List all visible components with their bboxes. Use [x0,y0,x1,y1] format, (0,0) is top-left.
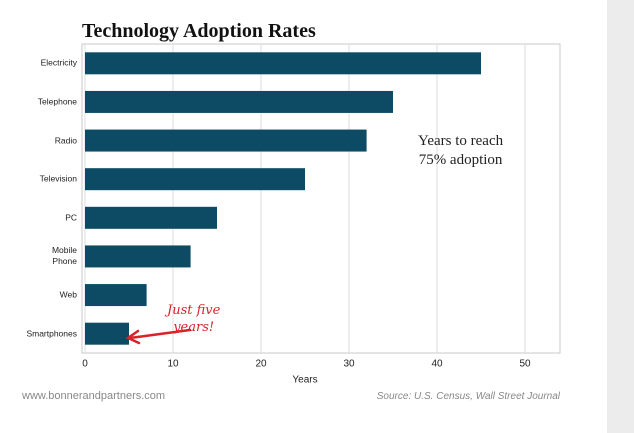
y-tick-label: Smartphones [26,328,77,339]
annotation: Just five years! [167,303,221,335]
y-tick-label: Telephone [37,96,77,107]
plot-frame [81,43,561,354]
y-tick-label: Radio [54,135,77,146]
x-tick-label: 30 [343,359,355,370]
bar [85,168,305,191]
bar [85,52,481,75]
annotation: Years to reach 75% adoption [418,133,504,168]
bar [85,245,191,268]
x-tick-label: 40 [431,359,443,370]
bar [85,90,393,113]
chart-title: Technology Adoption Rates [82,20,316,42]
bar [85,322,129,345]
footer-site: www.bonnerandpartners.com [22,390,166,402]
x-axis-label: Years [292,375,317,386]
bar [85,129,367,152]
y-tick-label: Television [39,173,77,184]
x-tick-label: 50 [519,359,531,370]
x-tick-label: 20 [255,359,267,370]
y-tick-label: Electricity [40,57,77,68]
annotation-arrow [125,328,192,345]
y-tick-label: Mobile Phone [51,245,77,267]
bar [85,206,217,229]
source: Source: U.S. Census, Wall Street Journal [376,391,560,402]
y-tick-label: Web [59,289,77,300]
bar [85,284,147,307]
x-tick-label: 0 [82,359,88,370]
side-strip [607,0,634,433]
y-tick-label: PC [65,212,77,223]
x-tick-label: 10 [167,359,179,370]
